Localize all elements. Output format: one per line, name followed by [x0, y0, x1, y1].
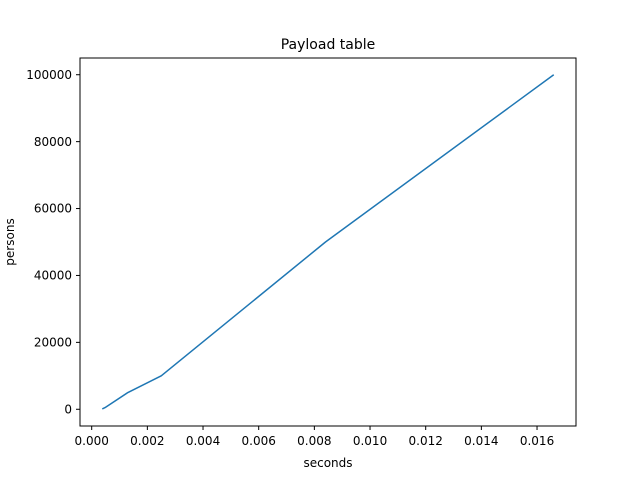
x-tick-label: 0.006	[242, 434, 276, 448]
y-tick-label: 60000	[34, 202, 72, 216]
x-tick-label: 0.002	[130, 434, 164, 448]
y-tick-label: 40000	[34, 269, 72, 283]
y-tick-label: 80000	[34, 135, 72, 149]
x-tick-label: 0.000	[75, 434, 109, 448]
x-tick-label: 0.012	[409, 434, 443, 448]
axes-frame	[79, 57, 577, 427]
x-tick-label: 0.014	[464, 434, 498, 448]
chart-title: Payload table	[281, 37, 376, 53]
y-axis: 0 20000 40000 60000 80000 100000	[26, 68, 80, 416]
y-tick-label: 0	[64, 402, 72, 416]
x-axis-label: seconds	[303, 456, 352, 470]
x-axis: 0.000 0.002 0.004 0.006 0.008 0.010 0.012 0.014…	[75, 426, 554, 448]
x-tick-label: 0.016	[520, 434, 554, 448]
y-tick-label: 100000	[26, 68, 72, 82]
series-line	[101, 74, 555, 410]
y-tick-label: 20000	[34, 336, 72, 350]
y-axis-label: persons	[3, 218, 17, 265]
x-tick-label: 0.008	[297, 434, 331, 448]
plot-area	[101, 74, 555, 410]
x-tick-label: 0.010	[353, 434, 387, 448]
x-tick-label: 0.004	[186, 434, 220, 448]
